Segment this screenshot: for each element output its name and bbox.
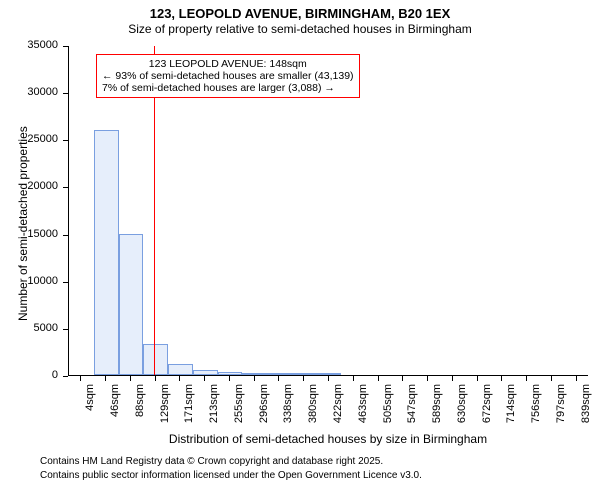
x-tick-mark bbox=[501, 376, 502, 381]
chart-bar bbox=[242, 373, 267, 375]
y-tick-label: 0 bbox=[0, 369, 58, 381]
y-tick-mark bbox=[63, 93, 68, 94]
chart-bar bbox=[168, 364, 193, 375]
y-tick-mark bbox=[63, 46, 68, 47]
x-tick-label: 505sqm bbox=[382, 384, 394, 434]
y-axis-label: Number of semi-detached properties bbox=[16, 126, 30, 321]
x-axis-label: Distribution of semi-detached houses by … bbox=[68, 432, 588, 446]
chart-bar bbox=[317, 373, 342, 375]
x-tick-label: 756sqm bbox=[530, 384, 542, 434]
chart-container: { "title": { "text": "123, LEOPOLD AVENU… bbox=[0, 0, 600, 500]
x-tick-label: 4sqm bbox=[84, 384, 96, 434]
y-tick-label: 5000 bbox=[0, 322, 58, 334]
x-tick-label: 213sqm bbox=[208, 384, 220, 434]
x-tick-mark bbox=[229, 376, 230, 381]
x-tick-mark bbox=[477, 376, 478, 381]
y-tick-mark bbox=[63, 187, 68, 188]
x-tick-mark bbox=[402, 376, 403, 381]
y-tick-label: 15000 bbox=[0, 228, 58, 240]
chart-subtitle: Size of property relative to semi-detach… bbox=[0, 22, 600, 36]
x-tick-mark bbox=[278, 376, 279, 381]
x-tick-mark bbox=[254, 376, 255, 381]
x-tick-label: 422sqm bbox=[332, 384, 344, 434]
x-tick-mark bbox=[328, 376, 329, 381]
annotation-line: 7% of semi-detached houses are larger (3… bbox=[102, 82, 354, 94]
y-tick-mark bbox=[63, 282, 68, 283]
chart-bar bbox=[292, 373, 317, 375]
chart-bar bbox=[143, 344, 168, 375]
x-tick-mark bbox=[80, 376, 81, 381]
chart-bar bbox=[267, 373, 292, 375]
chart-bar bbox=[193, 370, 218, 375]
x-tick-label: 463sqm bbox=[357, 384, 369, 434]
x-tick-label: 714sqm bbox=[505, 384, 517, 434]
y-tick-label: 30000 bbox=[0, 86, 58, 98]
footer-line-1: Contains HM Land Registry data © Crown c… bbox=[40, 456, 383, 467]
x-tick-label: 338sqm bbox=[282, 384, 294, 434]
x-tick-mark bbox=[204, 376, 205, 381]
x-tick-mark bbox=[105, 376, 106, 381]
x-tick-mark bbox=[130, 376, 131, 381]
x-tick-label: 171sqm bbox=[183, 384, 195, 434]
x-tick-label: 46sqm bbox=[109, 384, 121, 434]
x-tick-mark bbox=[576, 376, 577, 381]
x-tick-label: 839sqm bbox=[580, 384, 592, 434]
x-tick-mark bbox=[179, 376, 180, 381]
x-tick-mark bbox=[551, 376, 552, 381]
y-tick-mark bbox=[63, 140, 68, 141]
chart-bar bbox=[94, 130, 119, 375]
x-tick-label: 88sqm bbox=[134, 384, 146, 434]
y-tick-mark bbox=[63, 235, 68, 236]
x-tick-label: 129sqm bbox=[159, 384, 171, 434]
x-tick-mark bbox=[303, 376, 304, 381]
x-tick-label: 255sqm bbox=[233, 384, 245, 434]
x-tick-label: 797sqm bbox=[555, 384, 567, 434]
y-tick-label: 10000 bbox=[0, 275, 58, 287]
x-tick-mark bbox=[427, 376, 428, 381]
footer-line-2: Contains public sector information licen… bbox=[40, 470, 422, 481]
chart-bar bbox=[218, 372, 243, 375]
x-tick-mark bbox=[353, 376, 354, 381]
y-tick-label: 35000 bbox=[0, 39, 58, 51]
y-tick-mark bbox=[63, 376, 68, 377]
x-tick-label: 380sqm bbox=[307, 384, 319, 434]
annotation-line: 123 LEOPOLD AVENUE: 148sqm bbox=[102, 58, 354, 70]
x-tick-label: 547sqm bbox=[406, 384, 418, 434]
y-tick-label: 25000 bbox=[0, 133, 58, 145]
chart-bar bbox=[119, 234, 144, 375]
x-tick-label: 296sqm bbox=[258, 384, 270, 434]
x-tick-mark bbox=[378, 376, 379, 381]
x-tick-label: 589sqm bbox=[431, 384, 443, 434]
y-tick-mark bbox=[63, 329, 68, 330]
x-tick-label: 630sqm bbox=[456, 384, 468, 434]
x-tick-mark bbox=[155, 376, 156, 381]
chart-title: 123, LEOPOLD AVENUE, BIRMINGHAM, B20 1EX bbox=[0, 6, 600, 21]
x-tick-mark bbox=[526, 376, 527, 381]
x-tick-mark bbox=[452, 376, 453, 381]
annotation-box: 123 LEOPOLD AVENUE: 148sqm← 93% of semi-… bbox=[96, 54, 360, 98]
annotation-line: ← 93% of semi-detached houses are smalle… bbox=[102, 70, 354, 82]
x-tick-label: 672sqm bbox=[481, 384, 493, 434]
y-tick-label: 20000 bbox=[0, 180, 58, 192]
